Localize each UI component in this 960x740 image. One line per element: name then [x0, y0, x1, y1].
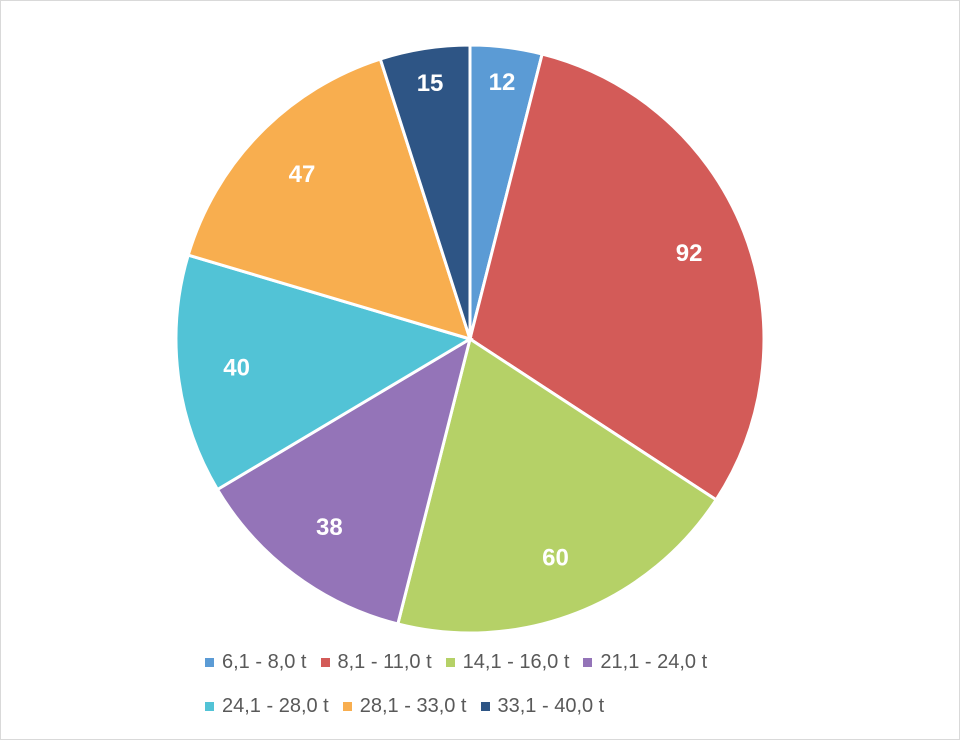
- pie-slice-5: [186, 57, 473, 342]
- legend-label-2: 14,1 - 16,0 t: [462, 650, 570, 673]
- legend-swatch-5: [342, 701, 352, 711]
- legend-label-4: 24,1 - 28,0 t: [222, 694, 329, 717]
- legend-row: 6,1 - 8,0 t 8,1 - 11,0 t 14,1 - 16,0 t 2…: [201, 651, 801, 673]
- slice-value-label-1: 92: [676, 240, 703, 267]
- legend-swatch-0: [205, 657, 214, 667]
- legend-item-3: 21,1 - 24,0 t: [579, 651, 707, 674]
- legend-label-3: 21,1 - 24,0 t: [600, 650, 708, 673]
- legend-swatch-1: [320, 657, 330, 667]
- legend: 6,1 - 8,0 t 8,1 - 11,0 t 14,1 - 16,0 t 2…: [201, 651, 801, 739]
- slice-value-label-6: 15: [417, 70, 444, 97]
- legend-item-2: 14,1 - 16,0 t: [442, 650, 570, 674]
- slice-value-label-4: 40: [223, 355, 250, 382]
- legend-label-0: 6,1 - 8,0 t: [222, 650, 307, 673]
- legend-swatch-3: [583, 657, 593, 667]
- legend-label-1: 8,1 - 11,0 t: [337, 650, 432, 673]
- legend-swatch-2: [445, 657, 455, 667]
- slice-value-label-2: 60: [542, 545, 569, 572]
- legend-item-6: 33,1 - 40,0 t: [477, 694, 605, 718]
- legend-row: 24,1 - 28,0 t 28,1 - 33,0 t 33,1 - 40,0 …: [201, 695, 801, 717]
- pie-slice-1: [468, 52, 766, 502]
- legend-swatch-6: [480, 701, 490, 711]
- pie-slice-2: [396, 336, 719, 635]
- legend-label-5: 28,1 - 33,0 t: [359, 694, 467, 717]
- legend-label-6: 33,1 - 40,0 t: [497, 694, 605, 717]
- legend-item-1: 8,1 - 11,0 t: [317, 651, 432, 674]
- slice-value-label-3: 38: [316, 514, 343, 541]
- legend-item-4: 24,1 - 28,0 t: [201, 695, 329, 718]
- pie-slice-6: [378, 43, 472, 340]
- legend-item-0: 6,1 - 8,0 t: [201, 651, 307, 674]
- legend-swatch-4: [205, 701, 214, 711]
- slice-value-label-0: 12: [489, 69, 516, 96]
- slice-value-label-5: 47: [289, 161, 316, 188]
- pie-slice-4: [174, 253, 474, 492]
- pie-slice-3: [215, 335, 473, 626]
- legend-item-5: 28,1 - 33,0 t: [339, 695, 467, 718]
